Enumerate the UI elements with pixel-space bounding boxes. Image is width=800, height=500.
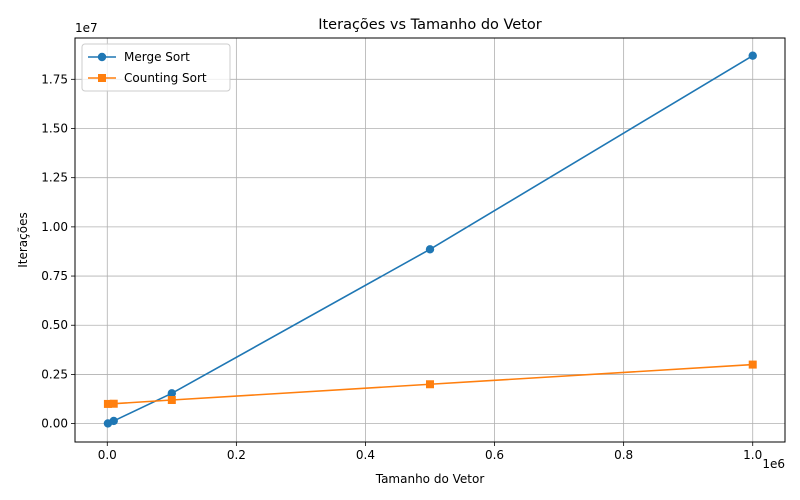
data-point-counting-sort	[167, 395, 176, 404]
x-tick-label: 1.0	[743, 448, 762, 462]
x-axis-title: Tamanho do Vetor	[375, 472, 485, 486]
y-tick-label: 1.25	[41, 171, 68, 185]
legend-box	[81, 43, 231, 92]
y-tick-label: 0.25	[41, 367, 68, 381]
legend-item-counting-sort: Counting Sort	[88, 71, 207, 85]
series-merge-sort	[103, 51, 757, 428]
legend-label: Merge Sort	[124, 50, 190, 64]
y-offset-label: 1e7	[75, 21, 98, 35]
data-point-merge-sort	[425, 245, 435, 254]
y-tick-label: 0.50	[41, 318, 68, 332]
y-axis-title: Iterações	[16, 212, 30, 268]
y-tick-label: 0.75	[41, 269, 68, 283]
legend-marker	[98, 74, 106, 82]
legend-label: Counting Sort	[124, 71, 207, 85]
x-tick-label: 0.4	[356, 448, 375, 462]
x-tick-label: 0.2	[227, 448, 246, 462]
legend-item-merge-sort: Merge Sort	[88, 50, 190, 64]
x-tick-label: 0.8	[614, 448, 633, 462]
grid-lines	[75, 38, 785, 442]
data-point-counting-sort	[109, 399, 118, 408]
chart-title: Iterações vs Tamanho do Vetor	[318, 17, 542, 33]
x-axis: 0.0 0.2 0.4 0.6 0.8 1.0	[98, 442, 762, 462]
y-tick-label: 1.75	[41, 72, 68, 86]
legend: Merge Sort Counting Sort	[81, 43, 231, 92]
y-tick-label: 0.00	[41, 417, 68, 431]
y-tick-label: 1.50	[41, 121, 68, 135]
x-offset-label: 1e6	[762, 457, 785, 471]
y-axis: 0.00 0.25 0.50 0.75 1.00 1.25 1.50 1.75	[41, 72, 75, 431]
series-counting-sort	[103, 360, 757, 408]
data-point-merge-sort	[109, 416, 118, 426]
x-tick-label: 0.0	[98, 448, 117, 462]
series-layer	[103, 51, 757, 428]
x-tick-label: 0.6	[485, 448, 504, 462]
data-point-counting-sort	[426, 380, 434, 389]
data-point-counting-sort	[748, 360, 757, 369]
data-point-counting-sort	[103, 399, 112, 408]
plot-frame	[74, 37, 786, 443]
legend-marker	[97, 52, 107, 62]
data-point-merge-sort	[167, 389, 177, 398]
data-point-merge-sort	[748, 51, 757, 60]
y-tick-label: 1.00	[41, 220, 68, 234]
